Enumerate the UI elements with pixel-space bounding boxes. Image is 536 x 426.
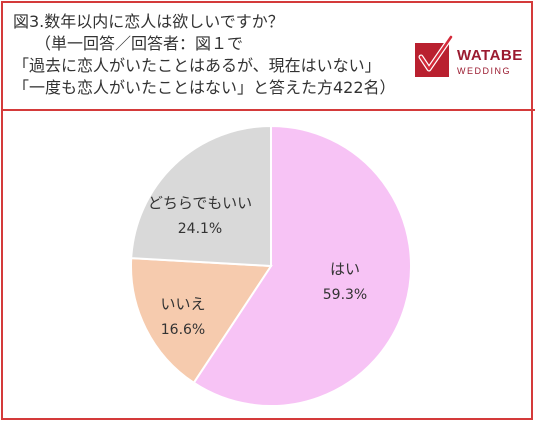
- slice-label-3: どちらでもいい: [148, 194, 252, 212]
- title-line-3: 「過去に恋人がいたことはあるが、現在はいない」: [13, 56, 381, 75]
- slice-value-2: 16.6%: [161, 322, 205, 338]
- slice-label-2: いいえ: [160, 295, 205, 313]
- pie-slice-3: [130, 124, 272, 268]
- slice-value-3: 24.1%: [178, 221, 222, 237]
- pie-chart: はい 59.3% いいえ 16.6% どちらでもいい 24.1%: [3, 111, 535, 422]
- title-line-1: 図3.数年以内に恋人は欲しいですか？: [13, 12, 284, 31]
- logo-word: WATABE: [457, 47, 523, 64]
- figure-header: 図3.数年以内に恋人は欲しいですか？ （単一回答／回答者：図１で 「過去に恋人が…: [3, 3, 535, 111]
- title-line-2: （単一回答／回答者：図１で: [35, 34, 244, 53]
- slice-label-1: はい: [330, 260, 360, 278]
- watabe-check-icon: [415, 34, 454, 77]
- figure-title: 図3.数年以内に恋人は欲しいですか？ （単一回答／回答者：図１で 「過去に恋人が…: [13, 11, 413, 99]
- pie-slice-2: [130, 257, 273, 385]
- watabe-wedding-logo: WATABE WEDDING: [411, 33, 531, 83]
- slice-value-1: 59.3%: [323, 287, 367, 303]
- title-line-4: 「一度も恋人がいたことはない」と答えた方422名）: [13, 78, 396, 97]
- logo-sub: WEDDING: [457, 66, 511, 76]
- pie-chart-svg: はい 59.3% いいえ 16.6% どちらでもいい 24.1%: [130, 124, 412, 407]
- pie-slice-1: [192, 124, 412, 407]
